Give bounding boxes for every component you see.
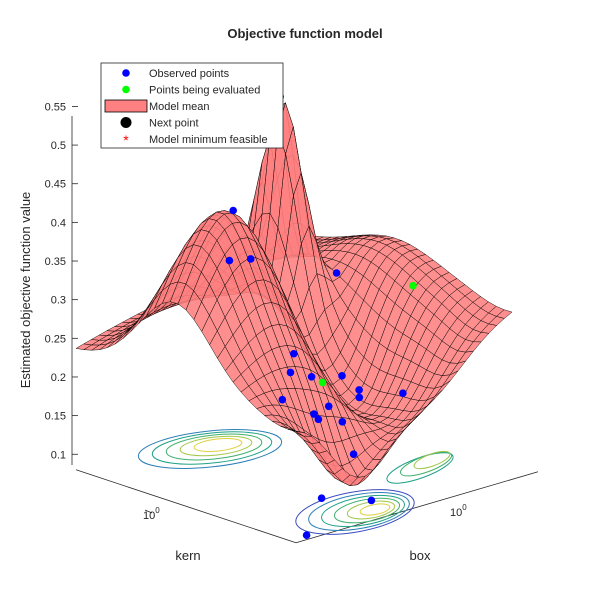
z-tick-label: 0.1 [51,449,66,461]
contour-line [359,503,391,516]
observed-point [246,255,255,263]
contour-line [165,433,263,461]
z-tick-label: 0.5 [51,140,66,152]
contour-line [137,429,283,469]
legend-marker [104,99,148,113]
surface-patch [288,429,304,433]
legend-marker [122,85,130,94]
legend-marker [122,69,130,77]
z-tick-label: 0.3 [51,295,66,307]
legend-label: Model mean [149,101,210,113]
observed-point [286,368,295,377]
observed-point [332,269,341,277]
z-tick-label: 0.4 [51,217,66,229]
observed-point [310,410,318,418]
contour-line [413,450,451,470]
chart-title: Objective function model [227,26,382,41]
y-tick-label: 100 [450,503,467,519]
legend-label: Points being evaluated [149,85,260,97]
contour-line [295,489,415,535]
observed-point [302,531,311,540]
contour-lines [137,429,454,535]
evaluated-point [318,378,327,387]
observed-point [290,349,298,358]
legend-label: Model minimum feasible [149,134,268,146]
evaluated-point [409,281,417,290]
observed-point [317,494,326,503]
observed-point [314,415,323,424]
z-tick-label: 0.55 [45,101,66,113]
z-tick-label: 0.15 [45,411,66,423]
y-axis-label: box [410,548,431,563]
x-tick-label: 100 [143,506,160,522]
contour-line [399,451,453,477]
model-mean-surface [75,101,513,487]
contour-line [308,492,410,531]
contour-line [333,497,401,524]
observed-point [367,496,376,505]
legend-label: Next point [149,118,199,130]
contour-line [151,431,273,465]
kern-axis-line [75,469,297,544]
x-axis-label: kern [175,548,200,563]
observed-point [349,450,358,459]
observed-point [324,402,333,411]
legend-marker: * [123,132,129,148]
z-axis-label: Estimated objective function value [18,192,33,389]
contour-line [179,435,253,457]
contour-line [386,452,454,484]
z-tick-label: 0.45 [45,179,66,191]
box-axis-line [295,471,539,544]
legend-marker [120,117,132,128]
observed-point [355,386,363,394]
observed-point [399,389,407,397]
observed-point [278,395,287,404]
z-tick-label: 0.25 [45,333,66,345]
observed-point [307,372,316,381]
legend-label: Observed points [149,68,230,80]
axis-tick [144,509,153,514]
observed-point [338,372,346,380]
z-axis-ticks: 0.1 0.15 0.2 0.25 0.3 0.35 0.4 0.45 0.5 0.55 [45,101,78,461]
contour-line [193,438,243,452]
legend: Observed points Points being evaluated Mod… [100,62,284,149]
observed-point [229,206,237,215]
z-tick-label: 0.35 [45,256,66,268]
observed-point [355,393,364,402]
observed-point [338,418,347,426]
observed-point [225,256,234,265]
contour-line [321,494,405,528]
z-tick-label: 0.2 [51,372,66,384]
